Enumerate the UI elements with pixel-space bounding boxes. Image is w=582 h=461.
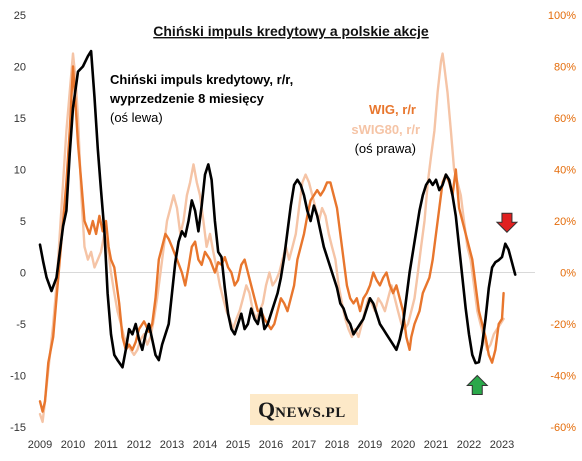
wig-line bbox=[38, 65, 505, 413]
left-tick-label: 10 bbox=[14, 165, 26, 177]
x-tick-label: 2023 bbox=[490, 439, 514, 451]
right-tick-label: -40% bbox=[550, 371, 576, 383]
x-tick-label: 2018 bbox=[325, 439, 349, 451]
china-label-line3: (oś lewa) bbox=[110, 110, 163, 125]
series-layer bbox=[38, 49, 517, 424]
swig80-label: sWIG80, r/r bbox=[351, 122, 420, 137]
x-tick-label: 2017 bbox=[292, 439, 316, 451]
logo-background bbox=[250, 394, 358, 425]
right-tick-label: 40% bbox=[554, 165, 576, 177]
x-tick-label: 2010 bbox=[61, 439, 85, 451]
arrow-up-icon bbox=[466, 374, 489, 395]
left-tick-label: 5 bbox=[20, 216, 26, 228]
left-tick-label: 0 bbox=[20, 268, 26, 280]
left-tick-label: 20 bbox=[14, 62, 26, 74]
arrow-down-icon bbox=[495, 212, 519, 233]
left-axis-ticks: -15 -10 -5 0 5 10 15 20 25 bbox=[10, 10, 26, 434]
right-tick-label: 80% bbox=[554, 62, 576, 74]
right-tick-label: -60% bbox=[550, 422, 576, 434]
x-tick-label: 2011 bbox=[94, 439, 118, 451]
logo-q: Q bbox=[258, 397, 275, 422]
right-axis-note: (oś prawa) bbox=[355, 141, 416, 156]
arrow-down-shape bbox=[495, 212, 519, 233]
right-axis-ticks: -60% -40% -20% 0% 20% 40% 60% 80% 100% bbox=[548, 10, 576, 434]
x-tick-label: 2019 bbox=[358, 439, 382, 451]
x-tick-label: 2013 bbox=[160, 439, 184, 451]
x-tick-label: 2015 bbox=[226, 439, 250, 451]
logo-text: QNEWS.PL bbox=[258, 397, 346, 422]
china-credit-impulse-line bbox=[38, 49, 517, 369]
china-label-line1: Chiński impuls kredytowy, r/r, bbox=[110, 72, 293, 87]
china-label-line2: wyprzedzenie 8 miesięcy bbox=[109, 91, 265, 106]
right-tick-label: 0% bbox=[560, 268, 576, 280]
left-tick-label: -10 bbox=[10, 371, 26, 383]
x-tick-label: 2020 bbox=[391, 439, 415, 451]
logo: QNEWS.PL bbox=[250, 394, 358, 425]
left-tick-label: -15 bbox=[10, 422, 26, 434]
chart-title: Chiński impuls kredytowy a polskie akcje bbox=[153, 23, 429, 39]
x-tick-label: 2021 bbox=[424, 439, 448, 451]
x-tick-label: 2012 bbox=[127, 439, 151, 451]
right-tick-label: -20% bbox=[550, 319, 576, 331]
left-tick-label: 25 bbox=[14, 10, 26, 22]
logo-rest: NEWS.PL bbox=[275, 405, 346, 421]
wig-label: WIG, r/r bbox=[369, 102, 416, 117]
x-axis-ticks: 2009 2010 2011 2012 2013 2014 2015 2016 2017 2018… bbox=[28, 439, 514, 451]
left-tick-label: 15 bbox=[14, 113, 26, 125]
x-tick-label: 2016 bbox=[259, 439, 283, 451]
x-tick-label: 2022 bbox=[457, 439, 481, 451]
right-tick-label: 20% bbox=[554, 216, 576, 228]
swig80-line bbox=[38, 52, 505, 424]
x-tick-label: 2014 bbox=[193, 439, 217, 451]
right-tick-label: 60% bbox=[554, 113, 576, 125]
x-tick-label: 2009 bbox=[28, 439, 52, 451]
right-tick-label: 100% bbox=[548, 10, 576, 22]
arrow-up-shape bbox=[466, 374, 489, 395]
left-tick-label: -5 bbox=[16, 319, 26, 331]
